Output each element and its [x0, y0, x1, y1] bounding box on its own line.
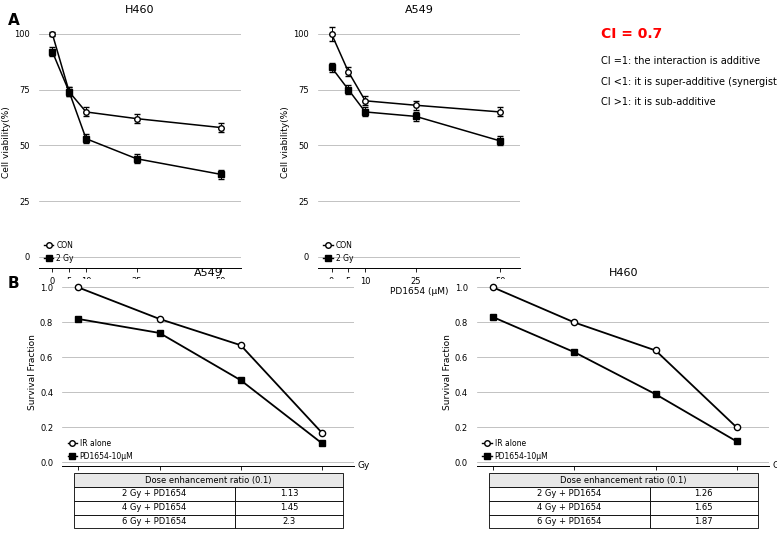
Bar	[235, 501, 343, 515]
Legend: CON, 2 Gy: CON, 2 Gy	[43, 239, 75, 264]
Bar	[74, 515, 235, 528]
Text: 6 Gy + PD1654: 6 Gy + PD1654	[122, 517, 186, 526]
Text: 2 Gy + PD1654: 2 Gy + PD1654	[537, 489, 601, 498]
Text: 1.45: 1.45	[280, 503, 298, 512]
Text: 2 Gy + PD1654: 2 Gy + PD1654	[122, 489, 186, 498]
Text: 2.3: 2.3	[282, 517, 295, 526]
Text: 1.13: 1.13	[280, 489, 298, 498]
Text: CI <1: it is super-additive (synergistic): CI <1: it is super-additive (synergistic…	[601, 77, 777, 87]
Text: Dose enhancement ratio (0.1): Dose enhancement ratio (0.1)	[560, 475, 686, 485]
Text: 1.87: 1.87	[695, 517, 713, 526]
Legend: IR alone, PD1654-10μM: IR alone, PD1654-10μM	[66, 437, 135, 462]
Y-axis label: Survival Fraction: Survival Fraction	[28, 334, 37, 410]
Title: A549: A549	[405, 5, 434, 16]
Text: 1.26: 1.26	[695, 489, 713, 498]
Title: H460: H460	[608, 268, 638, 278]
Bar	[235, 487, 343, 501]
Bar	[650, 501, 758, 515]
Bar	[489, 487, 650, 501]
Bar	[235, 515, 343, 528]
X-axis label: PD1654 (μM): PD1654 (μM)	[390, 287, 448, 296]
Bar	[489, 501, 650, 515]
Text: Dose enhancement ratio (0.1): Dose enhancement ratio (0.1)	[145, 475, 271, 485]
Title: H460: H460	[125, 5, 155, 16]
Text: CI = 0.7: CI = 0.7	[601, 27, 662, 41]
Y-axis label: Survival Fraction: Survival Fraction	[443, 334, 452, 410]
Text: Gy: Gy	[772, 461, 777, 471]
Bar	[489, 515, 650, 528]
Title: A549: A549	[193, 268, 223, 278]
Bar	[74, 487, 235, 501]
Text: CI >1: it is sub-additive: CI >1: it is sub-additive	[601, 97, 716, 107]
Legend: CON, 2 Gy: CON, 2 Gy	[322, 239, 354, 264]
Text: 4 Gy + PD1654: 4 Gy + PD1654	[537, 503, 601, 512]
Bar	[650, 515, 758, 528]
X-axis label: PD1654 (μM): PD1654 (μM)	[111, 287, 169, 296]
Text: CI =1: the interaction is additive: CI =1: the interaction is additive	[601, 56, 760, 66]
Bar	[650, 487, 758, 501]
Bar	[74, 473, 343, 487]
Text: B: B	[8, 276, 19, 291]
Text: A: A	[8, 13, 19, 28]
Legend: IR alone, PD1654-10μM: IR alone, PD1654-10μM	[481, 437, 550, 462]
Y-axis label: Cell viability(%): Cell viability(%)	[2, 106, 12, 178]
Bar	[489, 473, 758, 487]
Y-axis label: Cell viability(%): Cell viability(%)	[281, 106, 291, 178]
Text: Gy: Gy	[357, 461, 370, 471]
Bar	[74, 501, 235, 515]
Text: 1.65: 1.65	[695, 503, 713, 512]
Text: 4 Gy + PD1654: 4 Gy + PD1654	[122, 503, 186, 512]
Text: 6 Gy + PD1654: 6 Gy + PD1654	[537, 517, 601, 526]
